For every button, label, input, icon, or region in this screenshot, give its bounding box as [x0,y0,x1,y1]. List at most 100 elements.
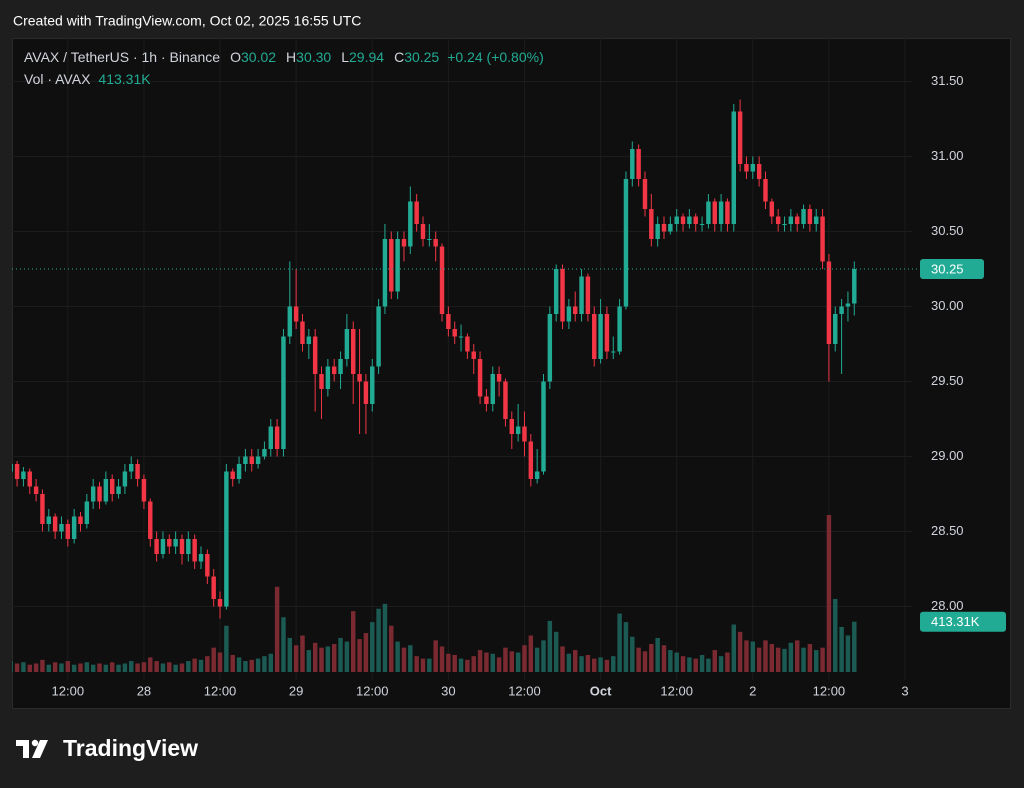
candle-body [775,216,781,224]
candle-body [706,201,711,224]
candle-body [814,216,819,224]
legend-key: C [394,49,404,65]
volume-bar [21,662,26,672]
volume-bar [186,661,191,672]
volume-bar [116,664,121,672]
candle-body [833,314,838,344]
volume-bar [744,640,749,672]
candle-body [547,314,553,382]
volume-bar [389,625,394,672]
volume-bar [40,659,45,672]
volume-bar [243,661,248,672]
candle-body [40,494,45,524]
y-tick-label: 28.50 [931,523,964,538]
volume-bar [522,645,527,672]
volume-bar [820,647,825,672]
volume-bar [14,663,20,672]
candle-body [78,516,83,524]
volume-legend-line: Vol · AVAX 413.31K [24,71,151,87]
y-tick-label: 31.00 [931,148,964,163]
legend-volume-name: Vol · AVAX [24,71,91,87]
candle-body [496,374,502,382]
candle-body [255,456,261,464]
volume-bar [46,664,52,672]
volume-bar [179,663,185,672]
created-caption: Created with TradingView.com, Oct 02, 20… [13,13,361,29]
candle-body [224,471,229,607]
candle-body [756,164,762,179]
volume-bar [592,658,597,672]
candle-body [357,374,362,382]
candle-body [408,201,413,247]
candle-body [794,216,800,224]
candle-body [135,464,140,479]
candle-body [801,209,806,224]
candle-body [433,239,438,247]
candle-body [699,224,705,225]
candle-body [12,464,13,472]
volume-bar [255,658,261,672]
volume-bar [566,653,572,672]
volume-bar [725,652,730,672]
last-price-label: 30.25 [931,261,964,276]
candle-body [186,539,191,554]
legend-line: AVAX / TetherUS · 1h · Binance O30.02 H30.… [24,49,544,65]
volume-bar [141,662,147,672]
volume-bar [129,661,134,672]
legend-value: 29.94 [349,49,384,65]
candle-body [287,306,293,337]
candle-body [103,479,109,502]
candle-body [198,554,204,562]
volume-bar [769,644,775,672]
y-tick-label: 29.00 [931,448,964,463]
candle-body [668,224,673,232]
volume-bar [382,603,388,672]
candle-body [522,426,527,442]
candle-body [262,449,267,457]
candle-body [845,303,851,307]
volume-bar [572,650,578,672]
candle-body [97,486,102,502]
volume-bar [801,647,806,672]
candle-body [737,111,743,164]
candle-body [65,524,71,539]
volume-bar [617,613,622,672]
volume-bar [78,663,83,672]
volume-layer [12,515,857,672]
candle-body [52,516,58,532]
volume-bar [274,586,280,672]
volume-bar [712,650,717,672]
x-tick-label: 29 [289,683,303,698]
candle-body [579,276,584,314]
volume-bar [807,644,813,672]
volume-bar [249,659,254,672]
candle-body [243,456,248,464]
candle-body [122,471,128,487]
volume-bar [306,650,312,672]
volume-bar [370,622,375,672]
candle-body [217,599,223,607]
candle-body [687,216,692,224]
volume-bar [97,663,102,672]
volume-bar [553,631,559,672]
volume-bar [509,651,515,672]
volume-bar [135,663,140,672]
volume-bar [376,608,381,672]
volume-bar [351,611,356,672]
volume-bar [446,653,451,672]
candle-body [446,314,451,329]
candle-body [376,306,381,367]
volume-bar [763,640,768,672]
volume-bar [84,662,90,672]
volume-bar [674,652,679,672]
volume-tag-label: 413.31K [931,614,980,629]
candle-body [782,224,787,225]
volume-bar [490,653,495,672]
candle-body [534,471,540,479]
x-tick-label: 12:00 [356,683,389,698]
x-tick-label: 12:00 [660,683,693,698]
candle-body [712,201,717,224]
candle-body [306,336,312,344]
